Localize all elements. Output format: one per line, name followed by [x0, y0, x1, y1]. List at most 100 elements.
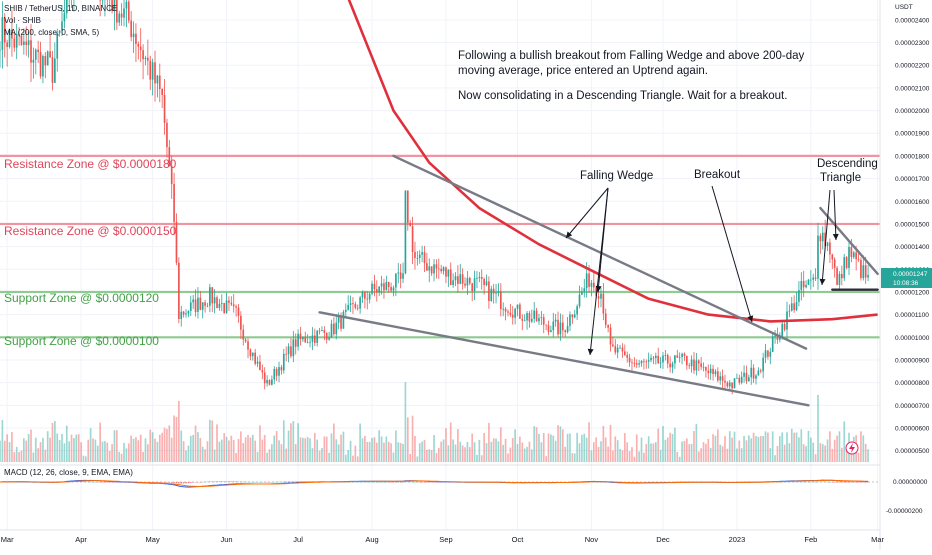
- volume-bar: [860, 431, 862, 462]
- volume-bar: [674, 428, 676, 462]
- volume-bar: [433, 435, 435, 462]
- candle-body: [614, 346, 616, 352]
- macd-histogram-bar: [276, 482, 278, 483]
- ma-legend[interactable]: MA (200, close, 0, SMA, 5): [4, 28, 99, 37]
- macd-histogram-bar: [843, 482, 845, 483]
- macd-histogram-bar: [376, 482, 378, 483]
- volume-bar: [99, 423, 101, 462]
- candle-body: [135, 34, 137, 44]
- volume-bar: [717, 429, 719, 462]
- symbol-legend[interactable]: SHIB / TetherUS, 1D, BINANCE: [4, 4, 117, 13]
- volume-bar: [679, 457, 681, 462]
- volume-bar: [240, 431, 242, 462]
- volume-bar: [283, 420, 285, 462]
- volume-bar: [183, 441, 185, 462]
- volume-bar: [11, 432, 13, 462]
- candle-body: [173, 184, 175, 222]
- volume-bar: [126, 448, 128, 462]
- candle-body: [440, 269, 442, 271]
- volume-bar: [684, 441, 686, 462]
- candle-body: [438, 268, 440, 269]
- lightning-icon[interactable]: [846, 442, 858, 454]
- volume-bar: [285, 449, 287, 462]
- volume-bar: [767, 433, 769, 462]
- volume-bar: [35, 438, 37, 462]
- candle-body: [829, 243, 831, 255]
- analysis-note-line-3: Now consolidating in a Descending Triang…: [458, 90, 787, 102]
- volume-bar: [445, 428, 447, 462]
- analysis-note-line-1: Following a bullish breakout from Fallin…: [458, 50, 805, 62]
- candle-body: [760, 370, 762, 371]
- volume-bar: [374, 437, 376, 462]
- volume-bar: [128, 443, 130, 462]
- candle-body: [145, 58, 147, 59]
- macd-histogram-bar: [371, 482, 373, 483]
- candle-body: [603, 294, 605, 314]
- candle-body: [147, 58, 149, 61]
- candle-body: [469, 278, 471, 283]
- candle-body: [259, 362, 261, 370]
- volume-bar: [545, 456, 547, 462]
- candle-body: [789, 311, 791, 312]
- x-tick-label: Mar: [871, 535, 884, 544]
- volume-bar: [550, 434, 552, 462]
- candle-body: [541, 317, 543, 318]
- macd-histogram-bar: [393, 482, 395, 483]
- volume-bar: [400, 443, 402, 462]
- y-tick-label: 0.00002000: [895, 108, 930, 115]
- volume-bar: [378, 430, 380, 462]
- volume-bar: [552, 436, 554, 462]
- candle-body: [543, 317, 545, 324]
- volume-bar: [498, 441, 500, 462]
- candle-body: [350, 303, 352, 305]
- volume-bar: [779, 436, 781, 462]
- volume-bar: [510, 448, 512, 462]
- macd-zero-tick: 0.00000000: [893, 479, 928, 486]
- macd-histogram-bar: [102, 482, 104, 483]
- volume-bar: [302, 438, 304, 462]
- volume-bar: [562, 429, 564, 462]
- volume-bar: [471, 434, 473, 462]
- candle-body: [23, 42, 25, 45]
- volume-bar: [822, 444, 824, 462]
- volume-bar: [324, 436, 326, 462]
- candle-body: [199, 298, 201, 310]
- candle-body: [512, 315, 514, 318]
- macd-histogram-bar: [805, 482, 807, 483]
- volume-legend[interactable]: Vol · SHIB: [4, 16, 41, 25]
- candle-body: [765, 350, 767, 357]
- candle-body: [495, 293, 497, 294]
- macd-histogram-bar: [364, 482, 366, 483]
- candle-body: [800, 281, 802, 290]
- volume-bar: [781, 432, 783, 462]
- volume-bar: [727, 449, 729, 462]
- candle-body: [674, 355, 676, 363]
- macd-legend[interactable]: MACD (12, 26, close, 9, EMA, EMA): [4, 468, 133, 477]
- volume-bar: [16, 447, 18, 462]
- x-tick-label: Dec: [656, 535, 670, 544]
- volume-bar: [278, 440, 280, 462]
- macd-histogram-bar: [853, 482, 855, 483]
- macd-histogram-bar: [414, 482, 416, 483]
- volume-bar: [865, 444, 867, 462]
- candle-body: [521, 319, 523, 321]
- candle-body: [617, 348, 619, 353]
- volume-bar: [610, 425, 612, 462]
- volume-bar: [686, 438, 688, 462]
- candle-body: [455, 276, 457, 280]
- candle-body: [261, 370, 263, 372]
- volume-bar: [760, 436, 762, 462]
- volume-bar: [219, 442, 221, 462]
- y-tick-label: 0.00002300: [895, 40, 930, 47]
- candle-body: [810, 280, 812, 281]
- volume-bar: [97, 446, 99, 462]
- x-tick-label: Apr: [75, 535, 87, 544]
- macd-histogram-bar: [269, 482, 271, 483]
- candle-body: [226, 300, 228, 312]
- candle-body: [30, 40, 32, 62]
- candle-body: [240, 316, 242, 330]
- candle-body: [626, 355, 628, 358]
- candle-body: [562, 323, 564, 331]
- candle-body: [428, 266, 430, 270]
- candle-body: [593, 283, 595, 288]
